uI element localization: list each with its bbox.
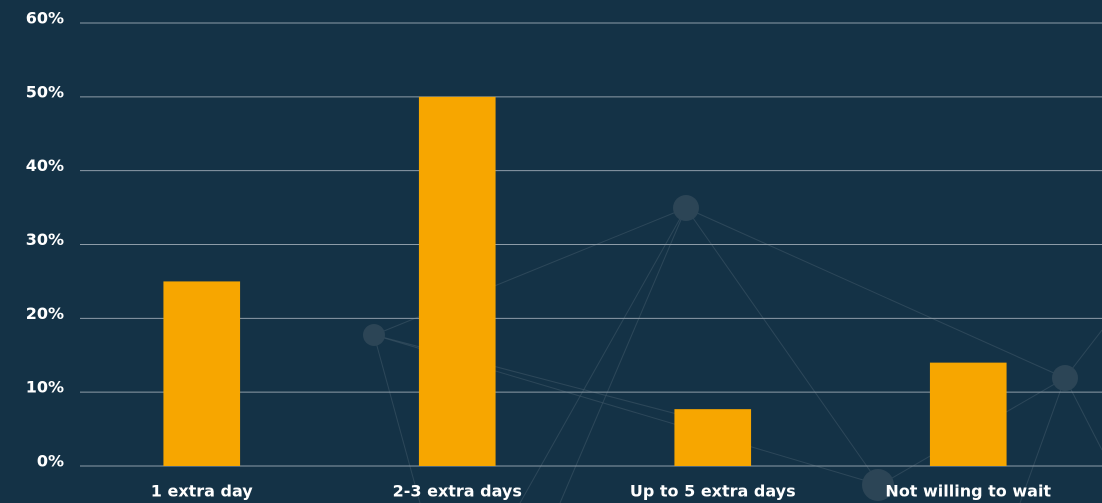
y-tick-label: 40% — [26, 156, 64, 175]
node — [363, 324, 385, 346]
x-tick-label: Up to 5 extra days — [630, 482, 796, 501]
bar — [929, 362, 1007, 466]
node — [673, 195, 699, 221]
y-tick-label: 0% — [37, 452, 64, 471]
node — [1052, 365, 1078, 391]
bar — [163, 281, 241, 466]
background-network — [363, 195, 1102, 503]
node — [862, 469, 894, 501]
x-tick-label: 1 extra day — [151, 482, 254, 501]
y-tick-label: 20% — [26, 304, 64, 323]
y-tick-label: 60% — [26, 9, 64, 28]
bar — [674, 409, 752, 466]
y-tick-label: 30% — [26, 230, 64, 249]
x-tick-label: Not willing to wait — [885, 482, 1051, 501]
y-tick-label: 50% — [26, 82, 64, 101]
bar — [418, 96, 496, 466]
y-tick-label: 10% — [26, 378, 64, 397]
x-tick-label: 2-3 extra days — [393, 482, 522, 501]
